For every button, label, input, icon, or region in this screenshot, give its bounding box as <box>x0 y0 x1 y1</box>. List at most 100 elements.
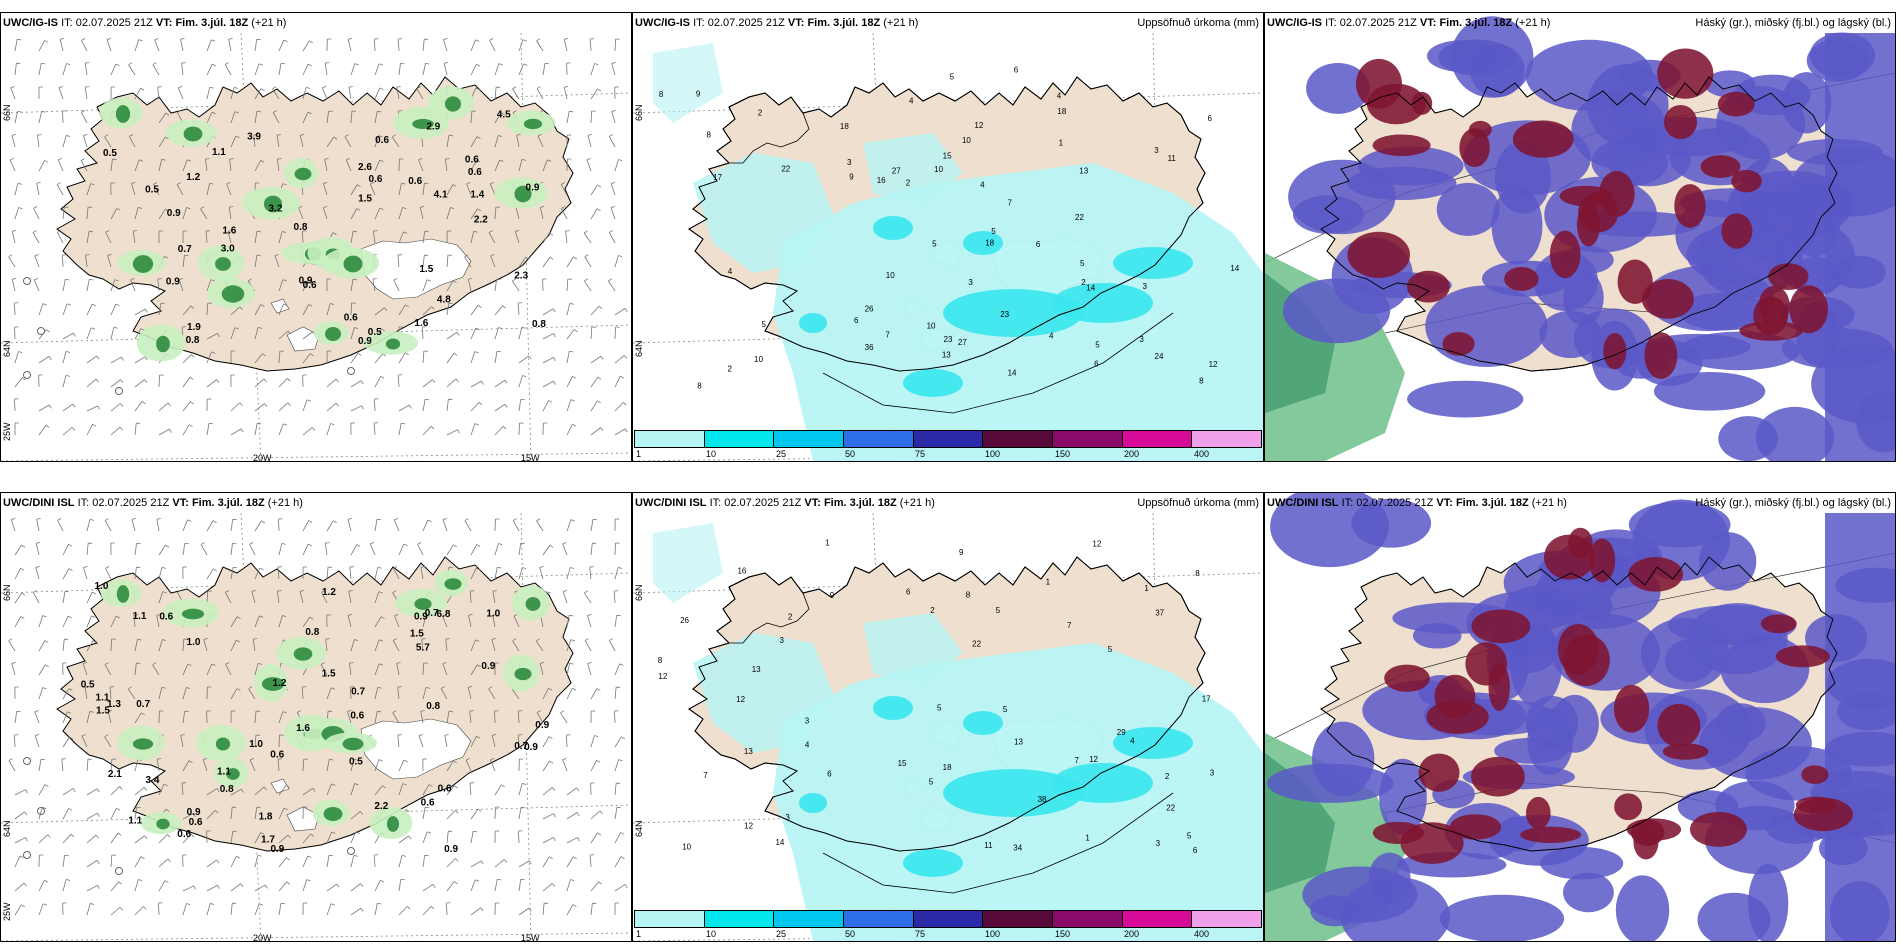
longitude-label: 20W <box>253 933 272 942</box>
cloud-top-mid-cloud-patch <box>1407 380 1524 418</box>
wind-bottom-wind-barb <box>206 788 218 796</box>
wind-top-wind-barb-flag <box>431 426 435 430</box>
wind-bottom-wind-barb-flag <box>455 858 459 862</box>
wind-top-station-marker <box>23 371 31 379</box>
wind-top-wind-barb <box>86 279 90 292</box>
wind-top-wind-barb <box>374 111 378 124</box>
wind-bottom-wind-barb-flag <box>599 810 603 815</box>
wind-bottom-wind-barb <box>350 883 361 892</box>
wind-top-wind-barb <box>59 39 64 52</box>
wind-bottom-wind-barb <box>14 837 26 844</box>
wind-top-wind-barb-flag <box>178 277 184 281</box>
wind-top-wind-barb-flag <box>89 278 94 281</box>
wind-top-wind-barb-flag <box>66 351 71 353</box>
wind-top-wind-barb <box>374 353 383 364</box>
precip-bottom-precip-value: 9 <box>830 591 835 600</box>
wind-bottom-wind-barb-flag <box>576 787 580 792</box>
wind-top-wind-barb-flag <box>262 353 266 357</box>
wind-top-wind-barb-flag <box>553 380 556 385</box>
wind-top-wind-barb-flag <box>277 158 282 160</box>
wind-bottom-wind-barb <box>511 688 520 700</box>
wind-top-wind-barb <box>322 87 328 100</box>
wind-top-wind-barb <box>494 379 506 388</box>
wind-top-station-marker <box>23 277 31 285</box>
wind-top-wind-barb <box>62 279 66 292</box>
wind-top-wind-barb <box>254 327 259 340</box>
wind-bottom-wind-barb <box>158 687 163 700</box>
wind-bottom-wind-barb-flag <box>596 760 601 763</box>
wind-top-wind-barb <box>326 303 331 316</box>
wind-bottom-wind-barb-flag <box>392 638 397 641</box>
wind-top-wind-barb-flag <box>450 207 455 209</box>
wind-top-wind-barb <box>566 303 571 316</box>
wind-top-station-marker <box>347 367 355 375</box>
longitude-label: 20W <box>253 453 272 462</box>
wind-top-wind-barb-flag <box>489 38 494 41</box>
wind-top-wind-barb <box>608 232 616 244</box>
wind-bottom-wind-barb <box>566 615 570 628</box>
wind-bottom-wind-barb-flag <box>548 736 553 739</box>
wind-top-gust-value: 0.7 <box>178 244 192 255</box>
wind-top-wind-barb-flag <box>128 62 133 66</box>
precip-top-precip-value: 3 <box>1154 146 1159 155</box>
wind-bottom-gust-value: 0.6 <box>438 784 452 795</box>
wind-bottom-wind-barb-flag <box>165 544 170 548</box>
wind-top-wind-barb <box>494 425 504 436</box>
wind-bottom-gust-value: 0.9 <box>524 742 538 753</box>
wind-bottom-wind-barb <box>86 884 98 892</box>
wind-top-wind-barb <box>230 402 240 412</box>
wind-bottom-wind-barb <box>105 568 112 580</box>
wind-top-wind-barb-flag <box>457 429 460 434</box>
wind-bottom-wind-barb <box>110 808 117 820</box>
wind-top-wind-barb-flag <box>584 254 589 258</box>
wind-top-wind-barb-flag <box>130 277 135 281</box>
wind-bottom-wind-barb-flag <box>193 885 196 890</box>
wind-bottom-wind-barb-flag <box>251 589 256 592</box>
wind-bottom-wind-barb-flag <box>89 710 94 713</box>
wind-bottom-wind-barb <box>614 663 620 676</box>
cloud-top-high-cloud-patch <box>1366 83 1426 125</box>
wind-bottom-wind-barb <box>134 543 138 556</box>
wind-bottom-wind-barb-flag <box>359 811 364 815</box>
wind-bottom-wind-barb <box>61 759 64 772</box>
wind-top-wind-barb <box>230 428 242 436</box>
wind-bottom-gust-value: 0.8 <box>220 784 234 795</box>
wind-bottom-wind-barb <box>590 519 594 532</box>
wind-bottom-wind-barb-flag <box>349 662 354 664</box>
wind-bottom-map: 0.60.91.51.01.10.90.80.61.10.90.51.10.71… <box>1 512 631 941</box>
wind-bottom-wind-barb <box>446 831 449 844</box>
cloud-bottom-high-cloud-patch <box>1562 634 1610 687</box>
wind-top-wind-barb-flag <box>584 278 588 282</box>
wind-top-gust-value: 4.1 <box>434 190 448 201</box>
wind-top-wind-barb <box>398 352 406 364</box>
wind-bottom-wind-barb <box>394 615 400 628</box>
wind-top-wind-barb-flag <box>210 279 215 282</box>
cloud-bottom-high-cloud-patch <box>1795 796 1837 814</box>
wind-top-wind-barb-flag <box>416 86 421 89</box>
wind-top-wind-barb-flag <box>44 40 49 43</box>
wind-bottom-wind-barb-flag <box>97 885 100 890</box>
wind-top-wind-barb-flag <box>239 306 243 311</box>
wind-top-wind-barb-flag <box>165 136 170 140</box>
wind-bottom-wind-barb-flag <box>217 885 220 889</box>
wind-top-wind-barb <box>134 308 146 316</box>
wind-bottom-wind-barb <box>350 544 358 556</box>
wind-bottom-wind-barb-flag <box>563 589 568 593</box>
wind-bottom-wind-barb-flag <box>379 663 384 666</box>
wind-bottom-gust-value: 0.6 <box>177 829 191 840</box>
wind-top-wind-barb <box>10 87 16 100</box>
wind-bottom-wind-barb-flag <box>216 788 220 793</box>
wind-bottom-wind-barb-flag <box>376 518 381 521</box>
cloud-top-high-cloud-patch <box>1407 270 1450 303</box>
wind-top-wind-barb <box>566 279 569 292</box>
precip-top-legend-swatch <box>1053 431 1123 447</box>
wind-top-wind-barb <box>206 279 212 292</box>
wind-bottom-wind-barb <box>230 788 242 796</box>
wind-top-wind-barb-flag <box>522 39 527 42</box>
wind-bottom-wind-barb <box>326 831 333 844</box>
precip-top-precip-value: 16 <box>877 176 886 185</box>
cloud-top-mid-cloud-patch <box>1347 166 1457 201</box>
wind-bottom-wind-barb-flag <box>64 590 70 593</box>
wind-bottom-wind-barb-flag <box>83 661 88 665</box>
wind-bottom-wind-barb <box>110 832 119 844</box>
